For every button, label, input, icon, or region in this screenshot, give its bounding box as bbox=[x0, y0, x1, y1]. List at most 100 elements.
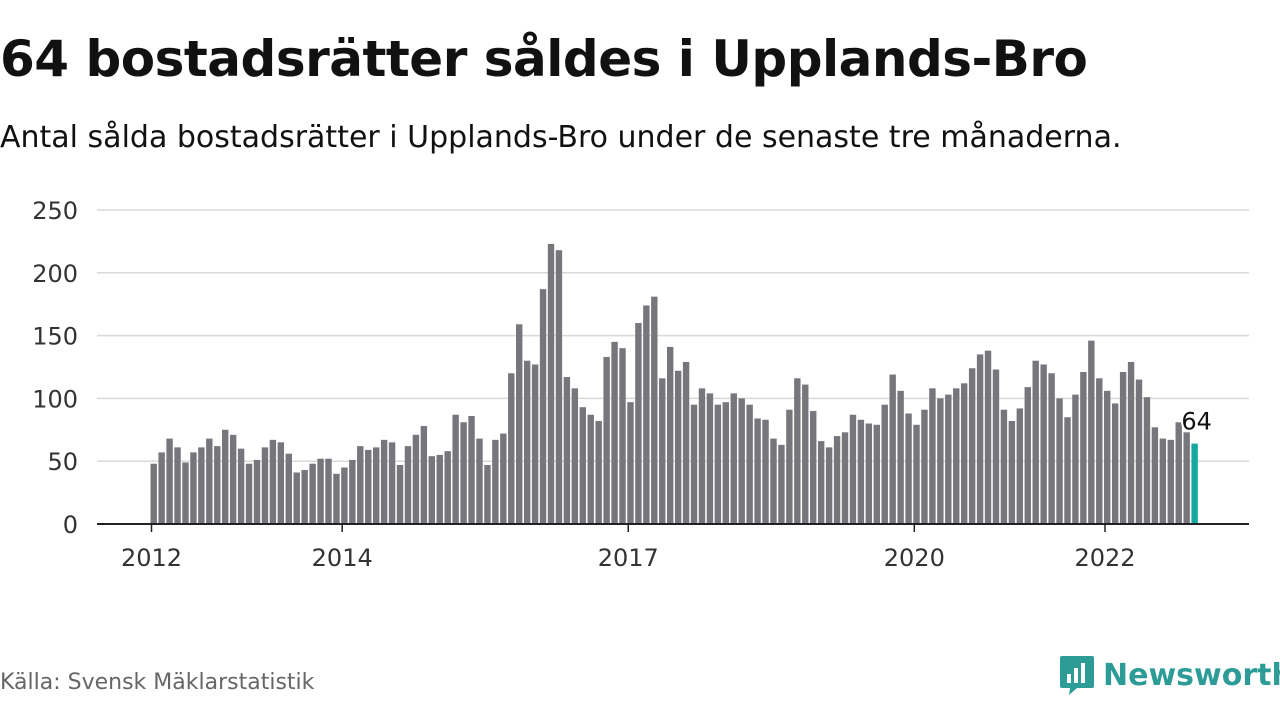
bar bbox=[762, 419, 769, 524]
bar bbox=[643, 305, 650, 524]
bar bbox=[277, 442, 285, 524]
bar bbox=[269, 439, 277, 524]
bar bbox=[746, 404, 753, 524]
source-note: Källa: Svensk Mäklarstatistik bbox=[0, 670, 315, 695]
x-axis-ticks: 2012 2014 2017 2020 2022 bbox=[121, 524, 1136, 572]
bar bbox=[1104, 390, 1111, 524]
bar bbox=[698, 388, 706, 524]
bar bbox=[1032, 360, 1039, 524]
bar bbox=[412, 434, 420, 524]
y-tick-label: 50 bbox=[47, 448, 78, 476]
bar bbox=[833, 436, 841, 524]
chart-title: 64 bostadsrätter såldes i Upplands-Bro bbox=[0, 30, 1088, 88]
bar bbox=[841, 432, 849, 524]
bar bbox=[603, 356, 610, 524]
bar bbox=[857, 419, 865, 524]
bar bbox=[436, 454, 443, 524]
bar bbox=[516, 324, 523, 524]
bar bbox=[198, 447, 205, 524]
bar bbox=[253, 459, 261, 524]
bar bbox=[182, 462, 189, 524]
bar bbox=[1048, 373, 1055, 524]
bar bbox=[960, 383, 968, 524]
bar bbox=[396, 464, 404, 524]
bar bbox=[547, 243, 555, 525]
bar bbox=[214, 446, 221, 524]
bar bbox=[1040, 364, 1047, 524]
bar bbox=[365, 449, 372, 524]
bar bbox=[1119, 372, 1127, 524]
bar bbox=[508, 373, 515, 524]
bar bbox=[1016, 408, 1024, 524]
bar bbox=[976, 354, 984, 524]
bar bbox=[222, 429, 229, 524]
chart-subtitle: Antal sålda bostadsrätter i Upplands-Bro… bbox=[0, 120, 1122, 155]
bar bbox=[730, 393, 737, 524]
y-axis-ticks: 0 50 100 150 200 250 bbox=[32, 197, 78, 539]
bar bbox=[674, 370, 682, 524]
bar bbox=[229, 434, 237, 524]
bar bbox=[945, 394, 952, 524]
bar bbox=[706, 393, 714, 524]
bar bbox=[666, 346, 674, 524]
bar bbox=[444, 451, 451, 524]
bar bbox=[1151, 427, 1159, 524]
bar bbox=[1135, 379, 1143, 524]
bar bbox=[984, 350, 992, 524]
bar-highlight bbox=[1191, 443, 1198, 524]
bar bbox=[651, 296, 658, 524]
bar bbox=[913, 424, 920, 524]
bar bbox=[1024, 387, 1031, 524]
bar bbox=[341, 467, 348, 524]
bar bbox=[810, 410, 817, 524]
bar bbox=[714, 404, 722, 524]
bar bbox=[261, 447, 269, 524]
bar bbox=[150, 463, 157, 524]
bar bbox=[349, 459, 356, 524]
bar bbox=[428, 456, 436, 524]
bar bbox=[992, 369, 1000, 524]
bar bbox=[523, 360, 531, 524]
bar bbox=[1143, 397, 1151, 524]
bar bbox=[786, 409, 793, 524]
bar bbox=[1096, 378, 1103, 524]
bar bbox=[659, 378, 666, 524]
last-value-label: 64 bbox=[1181, 408, 1212, 436]
bar bbox=[484, 464, 491, 524]
x-tick-label: 2014 bbox=[312, 544, 373, 572]
bar bbox=[1056, 398, 1063, 524]
bar bbox=[237, 448, 245, 524]
bar bbox=[682, 361, 690, 524]
bar bbox=[174, 447, 181, 524]
x-tick-label: 2012 bbox=[121, 544, 182, 572]
bar bbox=[357, 446, 364, 524]
bar bbox=[929, 388, 936, 524]
y-tick-label: 250 bbox=[32, 197, 78, 225]
bar bbox=[1080, 372, 1087, 524]
bar bbox=[452, 414, 459, 524]
bar bbox=[293, 472, 300, 524]
bar bbox=[301, 469, 308, 524]
bar bbox=[865, 423, 873, 524]
bar bbox=[571, 388, 579, 524]
bar bbox=[889, 374, 896, 524]
bar bbox=[1072, 394, 1079, 524]
bar bbox=[754, 418, 761, 524]
bar bbox=[333, 473, 340, 524]
bar bbox=[460, 422, 467, 524]
bar bbox=[1000, 409, 1008, 524]
bar bbox=[380, 439, 388, 524]
bar bbox=[873, 424, 880, 524]
bar bbox=[579, 407, 586, 524]
bar bbox=[953, 388, 960, 524]
bar bbox=[166, 438, 173, 524]
bar bbox=[190, 452, 197, 524]
bar bbox=[905, 413, 912, 524]
bar bbox=[825, 447, 833, 524]
bar bbox=[587, 414, 594, 524]
bar bbox=[1064, 417, 1071, 524]
bar bbox=[627, 402, 634, 524]
bar bbox=[897, 390, 904, 524]
bar bbox=[555, 250, 563, 524]
bar bbox=[539, 289, 547, 524]
